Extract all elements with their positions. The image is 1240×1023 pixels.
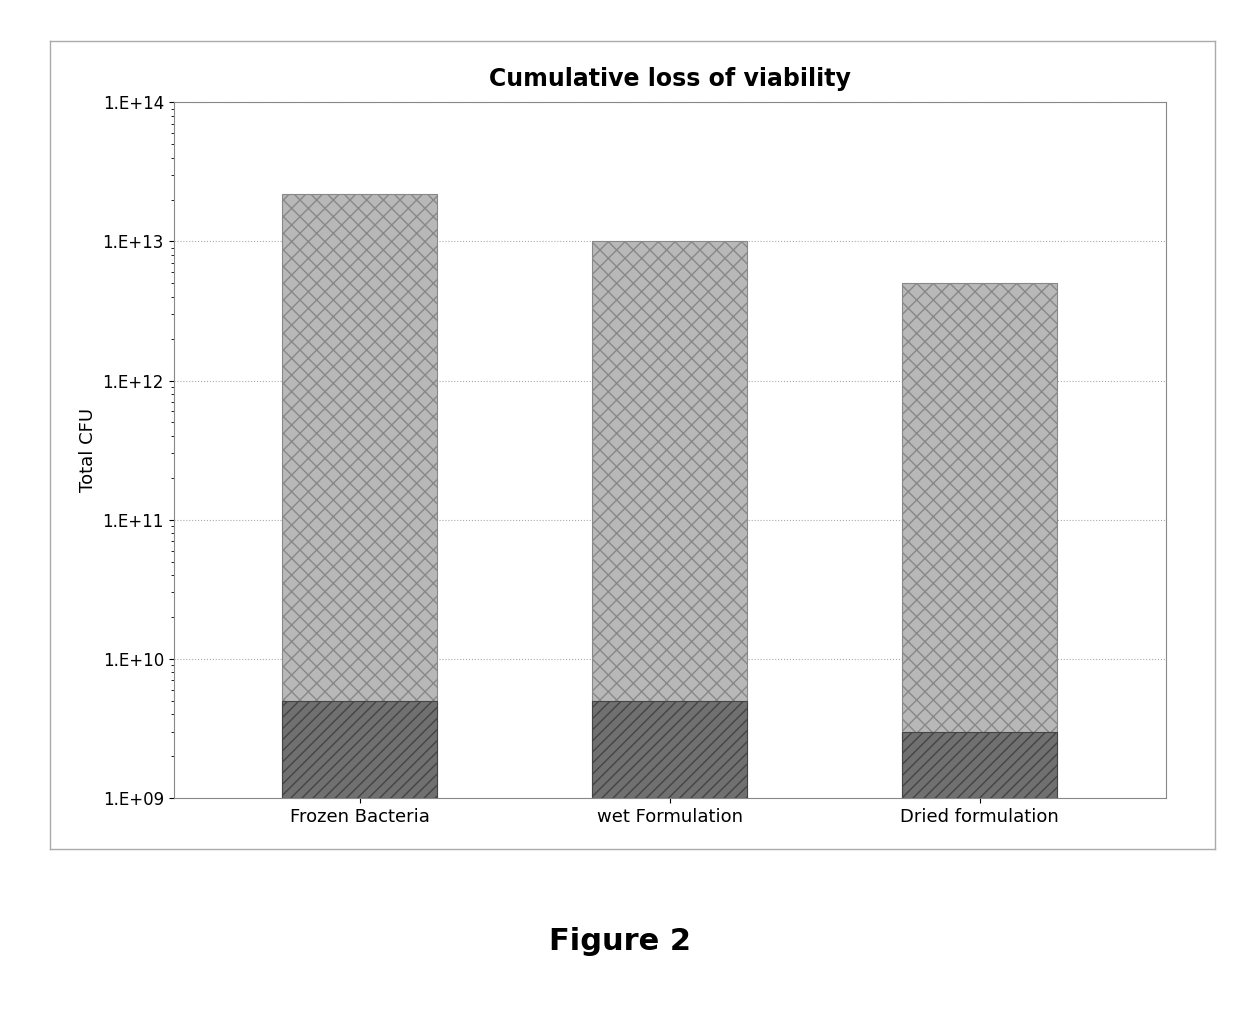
Bar <box>903 731 1058 798</box>
Bar <box>593 701 748 798</box>
Bar <box>283 193 438 798</box>
Bar <box>593 241 748 798</box>
Y-axis label: Total CFU: Total CFU <box>79 408 97 492</box>
Text: Figure 2: Figure 2 <box>549 927 691 955</box>
Title: Cumulative loss of viability: Cumulative loss of viability <box>489 66 851 91</box>
Bar <box>903 283 1058 798</box>
Bar <box>283 701 438 798</box>
